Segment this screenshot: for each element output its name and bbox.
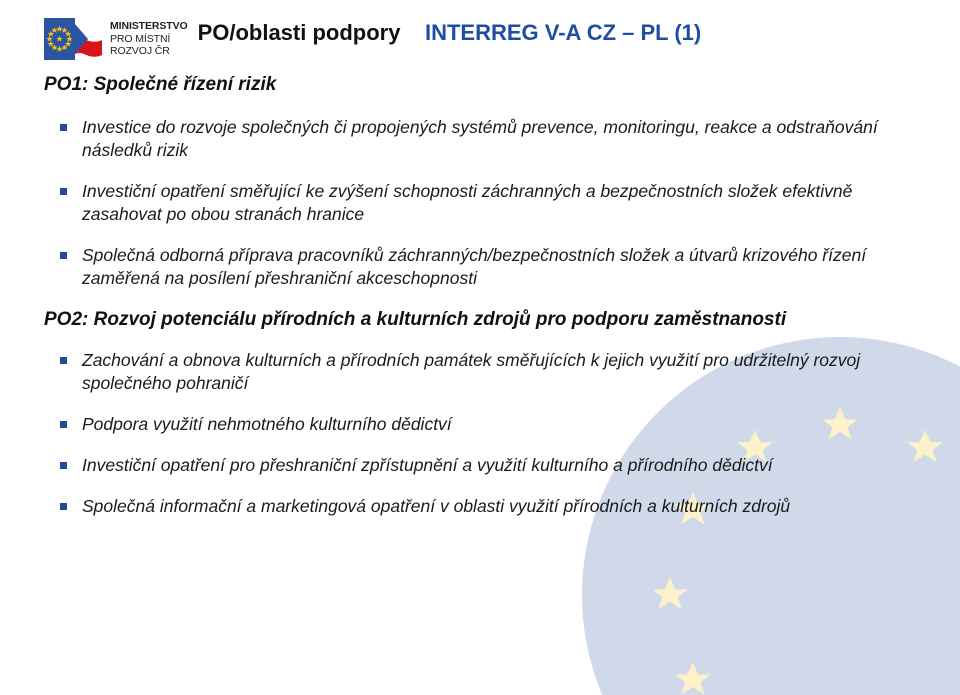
slide-content: MINISTERSTVO PRO MÍSTNÍ ROZVOJ ČR PO/obl… bbox=[0, 0, 960, 518]
slide-title: PO/oblasti podpory INTERREG V-A CZ – PL … bbox=[198, 18, 916, 46]
list-item: Společná informační a marketingová opatř… bbox=[60, 495, 916, 518]
ministry-logo-block: MINISTERSTVO PRO MÍSTNÍ ROZVOJ ČR bbox=[44, 18, 188, 60]
list-item: Investiční opatření směřující ke zvýšení… bbox=[60, 180, 916, 226]
ministry-line2: PRO MÍSTNÍ bbox=[110, 33, 188, 45]
po1-bullet-list: Investice do rozvoje společných či propo… bbox=[44, 116, 916, 291]
ministry-line1: MINISTERSTVO bbox=[110, 20, 188, 32]
po2-heading: PO2: Rozvoj potenciálu přírodních a kult… bbox=[44, 309, 916, 331]
title-part-blue: INTERREG V-A CZ – PL (1) bbox=[425, 20, 701, 45]
po2-bullet-list: Zachování a obnova kulturních a přírodní… bbox=[44, 349, 916, 518]
ministry-line3: ROZVOJ ČR bbox=[110, 45, 188, 57]
list-item: Podpora využití nehmotného kulturního dě… bbox=[60, 413, 916, 436]
ministry-name: MINISTERSTVO PRO MÍSTNÍ ROZVOJ ČR bbox=[110, 20, 188, 57]
po1-heading: PO1: Společné řízení rizik bbox=[44, 74, 916, 96]
mmr-logo-icon bbox=[44, 18, 102, 60]
header-row: MINISTERSTVO PRO MÍSTNÍ ROZVOJ ČR PO/obl… bbox=[44, 18, 916, 60]
list-item: Investiční opatření pro přeshraniční zpř… bbox=[60, 454, 916, 477]
list-item: Zachování a obnova kulturních a přírodní… bbox=[60, 349, 916, 395]
title-part-black: PO/oblasti podpory bbox=[198, 20, 401, 45]
list-item: Investice do rozvoje společných či propo… bbox=[60, 116, 916, 162]
list-item: Společná odborná příprava pracovníků zác… bbox=[60, 244, 916, 290]
